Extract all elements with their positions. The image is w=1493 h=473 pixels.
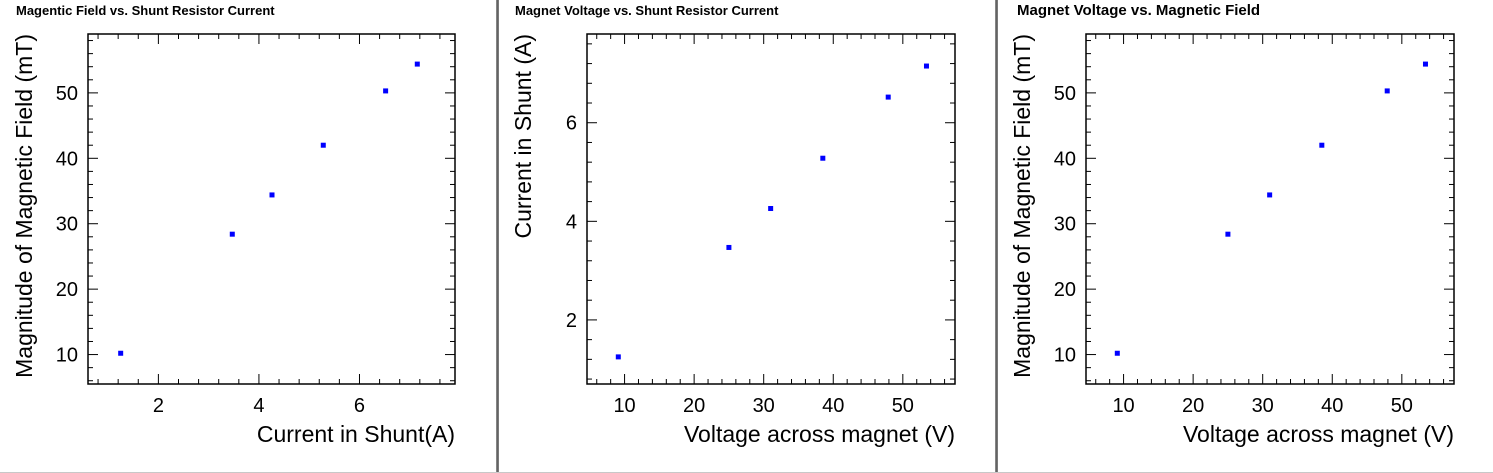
- data-point: [820, 155, 826, 161]
- plot-frame: [87, 33, 456, 385]
- data-point: [1422, 61, 1428, 67]
- y-tick-label: 30: [1054, 214, 1076, 236]
- y-tick-label: 40: [1054, 148, 1076, 170]
- data-point: [1267, 192, 1273, 198]
- data-point: [320, 142, 326, 148]
- data-point: [1225, 231, 1231, 237]
- x-tick-label: 4: [253, 395, 264, 417]
- y-tick-label: 4: [566, 211, 577, 233]
- data-point: [229, 231, 235, 237]
- data-point: [768, 206, 774, 212]
- data-point: [1384, 88, 1390, 94]
- data-point: [414, 61, 420, 67]
- y-tick-label: 50: [1054, 83, 1076, 105]
- y-tick-label: 30: [56, 214, 78, 236]
- y-tick-label: 40: [56, 148, 78, 170]
- scatter-plot: 10 20 30 40 50 2 4 6 Voltage across magnet (V) Cu…: [510, 33, 956, 447]
- pane-divider[interactable]: [496, 0, 499, 473]
- x-tick-label: 10: [613, 395, 635, 417]
- scatter-plot: 2 4 6 10 20 30 40 50 Current in Shunt(A) Magnitud…: [11, 33, 456, 447]
- plot-frame: [1085, 33, 1455, 385]
- data-point: [726, 244, 732, 250]
- x-tick-label: 20: [683, 395, 705, 417]
- data-point: [383, 88, 389, 94]
- data-point: [615, 354, 621, 360]
- x-tick-label: 40: [1321, 395, 1343, 417]
- y-tick-label: 6: [566, 113, 577, 135]
- y-tick-label: 2: [566, 310, 577, 332]
- data-point: [118, 350, 124, 356]
- x-tick-label: 6: [354, 395, 365, 417]
- x-tick-label: 40: [822, 395, 844, 417]
- y-tick-label: 20: [1054, 279, 1076, 301]
- y-tick-label: 20: [56, 279, 78, 301]
- x-tick-label: 10: [1112, 395, 1134, 417]
- chart-panel-2: Magnet Voltage vs. Shunt Resistor Curren…: [499, 0, 995, 473]
- x-axis-label: Current in Shunt(A): [257, 421, 455, 447]
- y-tick-label: 50: [56, 83, 78, 105]
- x-tick-label: 20: [1182, 395, 1204, 417]
- data-point: [923, 63, 929, 69]
- chart-panel-1: Magentic Field vs. Shunt Resistor Curren…: [0, 0, 496, 473]
- data-point: [1319, 142, 1325, 148]
- chart-title: Magentic Field vs. Shunt Resistor Curren…: [16, 3, 275, 18]
- x-axis-label: Voltage across magnet (V): [684, 421, 955, 447]
- pane-divider[interactable]: [995, 0, 998, 473]
- data-point: [885, 94, 891, 100]
- chart-title: Magnet Voltage vs. Magnetic Field: [1017, 2, 1261, 19]
- x-tick-label: 30: [753, 395, 775, 417]
- x-tick-label: 30: [1252, 395, 1274, 417]
- y-tick-label: 10: [56, 345, 78, 367]
- chart-panel-3: Magnet Voltage vs. Magnetic Field 10 20 30…: [998, 0, 1493, 473]
- plot-frame: [586, 33, 956, 385]
- scatter-plot: 10 20 30 40 50 10 20 30 40 50 Voltage across magne…: [1009, 33, 1455, 447]
- x-tick-label: 2: [153, 395, 164, 417]
- x-axis-label: Voltage across magnet (V): [1183, 421, 1454, 447]
- y-tick-label: 10: [1054, 345, 1076, 367]
- y-axis-label: Magnitude of Magnetic Field (mT): [1009, 34, 1035, 378]
- chart-title: Magnet Voltage vs. Shunt Resistor Curren…: [515, 3, 779, 18]
- data-point: [269, 192, 275, 198]
- y-axis-label: Current in Shunt (A): [510, 34, 536, 239]
- data-point: [1114, 350, 1120, 356]
- x-tick-label: 50: [1391, 395, 1413, 417]
- y-axis-label: Magnitude of Magnetic Field (mT): [11, 34, 37, 378]
- x-tick-label: 50: [892, 395, 914, 417]
